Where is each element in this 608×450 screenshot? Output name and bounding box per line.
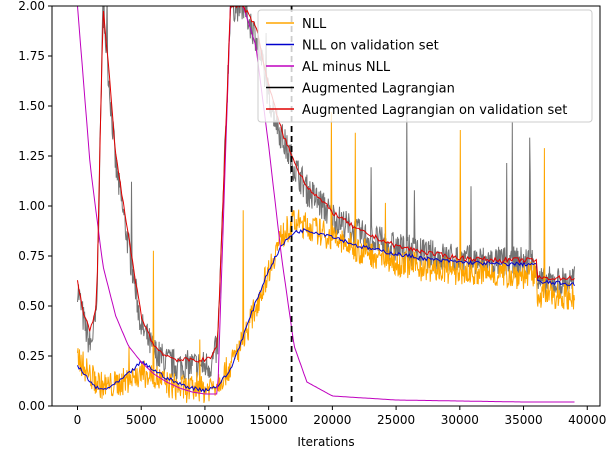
x-tick-label-2: 10000 [186, 413, 224, 427]
y-tick-label-8: 2.00 [18, 0, 45, 13]
axis-layer: 0 5000 10000 15000 20000 25000 30000 35000 40000… [18, 0, 606, 427]
series-line-0 [77, 111, 575, 403]
legend: NLL NLL on validation set AL minus NLL Augm… [257, 9, 593, 123]
legend-label-4: Augmented Lagrangian on validation set [302, 103, 567, 118]
x-tick-label-7: 35000 [504, 413, 542, 427]
legend-label-2: AL minus NLL [302, 60, 391, 75]
x-tick-label-6: 30000 [441, 413, 479, 427]
x-tick-label-0: 0 [74, 413, 82, 427]
plot-data-layer [77, 6, 575, 406]
y-tick-label-5: 1.25 [18, 149, 45, 163]
legend-box [257, 9, 593, 123]
y-tick-label-4: 1.00 [18, 199, 45, 213]
series-line-2 [77, 6, 575, 403]
plot-series-group [77, 6, 575, 406]
y-tick-label-1: 0.25 [18, 349, 45, 363]
series-line-4 [77, 6, 575, 363]
x-tick-label-1: 5000 [126, 413, 157, 427]
x-tick-label-3: 15000 [250, 413, 288, 427]
y-tick-label-2: 0.50 [18, 299, 45, 313]
x-axis-label: Iterations [297, 435, 354, 449]
y-tick-label-6: 1.50 [18, 99, 45, 113]
x-tick-label-8: 40000 [568, 413, 606, 427]
y-tick-label-3: 0.75 [18, 249, 45, 263]
x-tick-label-4: 20000 [313, 413, 351, 427]
y-tick-label-0: 0.00 [18, 399, 45, 413]
y-tick-label-7: 1.75 [18, 49, 45, 63]
x-tick-label-5: 25000 [377, 413, 415, 427]
series-line-3 [77, 6, 575, 382]
legend-label-1: NLL on validation set [302, 39, 439, 54]
series-line-1 [77, 228, 575, 394]
legend-label-0: NLL [302, 17, 327, 32]
legend-label-3: Augmented Lagrangian [302, 82, 455, 97]
